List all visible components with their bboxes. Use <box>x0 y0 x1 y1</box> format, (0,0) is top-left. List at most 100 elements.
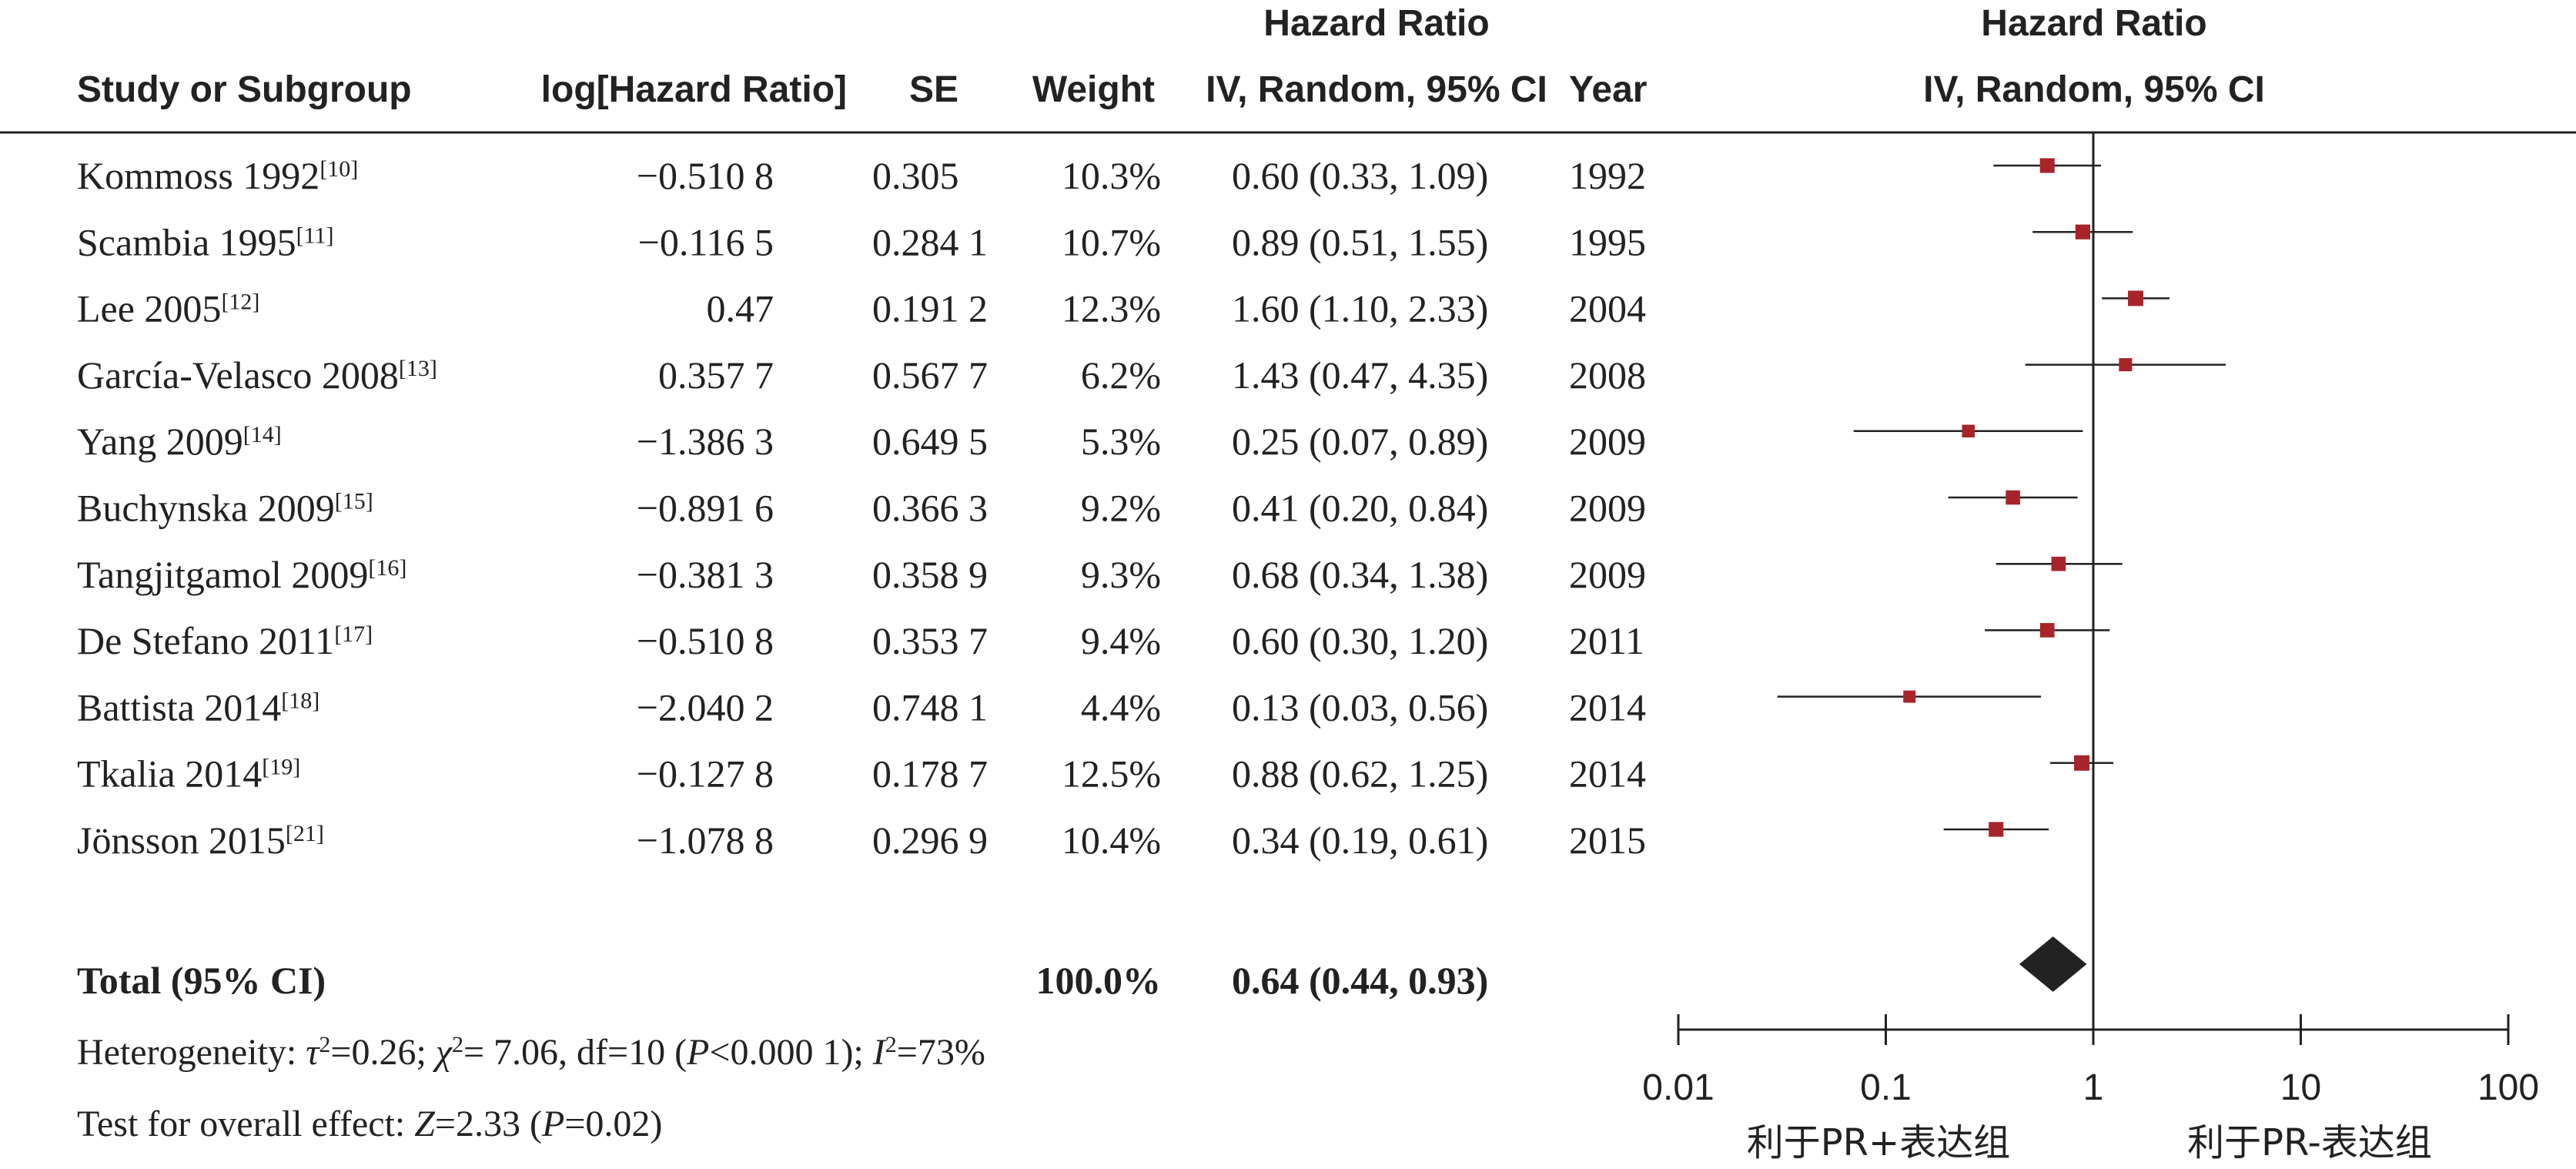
het-tau-symbol: τ <box>306 1032 320 1073</box>
study-year: 2004 <box>1569 287 1646 330</box>
study-point <box>2032 224 2133 239</box>
study-se: 0.748 1 <box>872 685 988 729</box>
study-name-text: Jönsson 2015 <box>77 819 286 862</box>
hr-marker <box>1903 690 1916 703</box>
study-ci-text: 1.43 (0.47, 4.35) <box>1232 353 1488 397</box>
study-weight: 12.5% <box>1062 752 1161 796</box>
x-tick-label: 10 <box>2280 1067 2321 1108</box>
study-name: Scambia 1995[11] <box>77 220 334 263</box>
overall-z-value: =2.33 ( <box>435 1104 542 1144</box>
study-name-text: Battista 2014 <box>77 685 281 729</box>
study-name-text: Kommoss 1992 <box>77 154 319 197</box>
hr-marker <box>2075 224 2090 239</box>
header-hr-sub: IV, Random, 95% CI <box>1206 69 1547 110</box>
study-name: García-Velasco 2008[13] <box>77 353 437 397</box>
header-plot-sub: IV, Random, 95% CI <box>1923 69 2265 110</box>
table-row: García-Velasco 2008[13] 0.357 7 0.567 7 6.2… <box>77 353 1646 397</box>
het-prefix: Heterogeneity: <box>77 1032 306 1073</box>
study-table: Kommoss 1992[10] −0.510 8 0.305 10.3% 0.60 (… <box>77 154 1646 862</box>
study-loghr: −0.381 3 <box>637 553 774 596</box>
study-ci-text: 0.89 (0.51, 1.55) <box>1232 220 1488 263</box>
header-plot-top: Hazard Ratio <box>1981 3 2206 44</box>
study-year: 1995 <box>1569 220 1646 263</box>
hr-marker <box>2119 358 2133 372</box>
study-loghr: −0.891 6 <box>637 487 774 530</box>
x-tick-label: 100 <box>2477 1067 2539 1108</box>
study-year: 2009 <box>1569 420 1646 463</box>
study-year: 1992 <box>1569 154 1646 197</box>
study-year: 2011 <box>1569 619 1644 662</box>
study-name: Buchynska 2009[15] <box>77 487 373 530</box>
header-se: SE <box>909 69 958 110</box>
study-point <box>2102 290 2170 306</box>
table-row: Tkalia 2014[19] −0.127 8 0.178 7 12.5% 0.88 … <box>77 752 1646 796</box>
study-weight: 10.7% <box>1062 220 1161 263</box>
het-i-sq: 2 <box>885 1032 897 1057</box>
study-reference: [12] <box>221 289 259 314</box>
study-weight: 9.4% <box>1081 619 1161 662</box>
study-point <box>1985 623 2110 638</box>
header-hr-top: Hazard Ratio <box>1263 3 1489 44</box>
study-ci-text: 0.60 (0.33, 1.09) <box>1232 154 1488 197</box>
table-row: Kommoss 1992[10] −0.510 8 0.305 10.3% 0.60 (… <box>77 154 1646 197</box>
study-weight: 9.2% <box>1081 487 1161 530</box>
study-loghr: 0.357 7 <box>658 353 774 397</box>
study-weight: 12.3% <box>1062 287 1161 330</box>
study-weight: 5.3% <box>1081 420 1161 463</box>
heterogeneity-text: Heterogeneity: τ2=0.26; χ2= 7.06, df=10 … <box>77 1032 985 1074</box>
study-name: De Stefano 2011[17] <box>77 619 373 662</box>
het-chi-value: = 7.06, df=10 ( <box>463 1032 687 1073</box>
total-label: Total (95% CI) <box>77 959 326 1002</box>
table-row: De Stefano 2011[17] −0.510 8 0.353 7 9.4% 0.… <box>77 619 1644 662</box>
favor-left-label: 利于PR+表达组 <box>1747 1121 2011 1164</box>
hr-marker <box>2051 556 2066 571</box>
study-se: 0.649 5 <box>872 420 988 463</box>
study-se: 0.284 1 <box>872 220 988 263</box>
study-ci-text: 0.13 (0.03, 0.56) <box>1232 685 1488 729</box>
study-se: 0.353 7 <box>872 619 988 662</box>
overall-p-symbol: P <box>541 1104 564 1144</box>
study-se: 0.191 2 <box>872 287 988 330</box>
table-row: Battista 2014[18] −2.040 2 0.748 1 4.4% 0.13… <box>77 685 1646 729</box>
study-point <box>2050 755 2114 771</box>
study-loghr: −1.386 3 <box>637 420 774 463</box>
hr-marker <box>2006 490 2020 505</box>
study-name: Jönsson 2015[21] <box>77 819 324 862</box>
study-reference: [10] <box>319 156 358 182</box>
study-name: Yang 2009[14] <box>77 420 282 463</box>
study-loghr: −2.040 2 <box>637 685 774 729</box>
header-weight: Weight <box>1032 69 1155 110</box>
study-ci-text: 0.41 (0.20, 0.84) <box>1232 487 1488 530</box>
study-reference: [19] <box>262 754 300 779</box>
study-name-text: Tkalia 2014 <box>77 752 262 796</box>
study-weight: 6.2% <box>1081 353 1161 397</box>
study-se: 0.567 7 <box>872 353 988 397</box>
study-point <box>1853 424 2083 438</box>
study-name: Tkalia 2014[19] <box>77 752 300 796</box>
study-reference: [14] <box>243 422 282 447</box>
total-ci-text: 0.64 (0.44, 0.93) <box>1232 959 1488 1002</box>
study-loghr: −0.116 5 <box>638 220 774 263</box>
het-tau-value: =0.26; <box>330 1032 435 1073</box>
study-reference: [21] <box>286 821 324 846</box>
study-year: 2014 <box>1569 685 1646 729</box>
study-name-text: Scambia 1995 <box>77 220 296 263</box>
x-tick-label: 1 <box>2083 1067 2104 1108</box>
study-reference: [11] <box>296 223 334 248</box>
hr-marker <box>2074 755 2090 771</box>
hr-marker <box>1989 822 2004 837</box>
study-loghr: −0.510 8 <box>637 154 774 197</box>
table-row: Scambia 1995[11] −0.116 5 0.284 1 10.7% 0.89… <box>77 220 1646 263</box>
study-se: 0.366 3 <box>872 487 988 530</box>
study-ci-text: 0.25 (0.07, 0.89) <box>1232 420 1488 463</box>
header-study: Study or Subgroup <box>77 69 412 110</box>
hr-marker <box>2039 158 2055 173</box>
study-point <box>1996 556 2123 571</box>
study-loghr: 0.47 <box>707 287 774 330</box>
study-weight: 10.4% <box>1062 819 1161 862</box>
table-row: Tangjitgamol 2009[16] −0.381 3 0.358 9 9.3%… <box>77 553 1646 596</box>
study-ci-text: 0.88 (0.62, 1.25) <box>1232 752 1488 796</box>
hr-marker <box>2128 290 2143 306</box>
x-tick-label: 0.1 <box>1860 1067 1912 1108</box>
study-name-text: Lee 2005 <box>77 287 221 330</box>
